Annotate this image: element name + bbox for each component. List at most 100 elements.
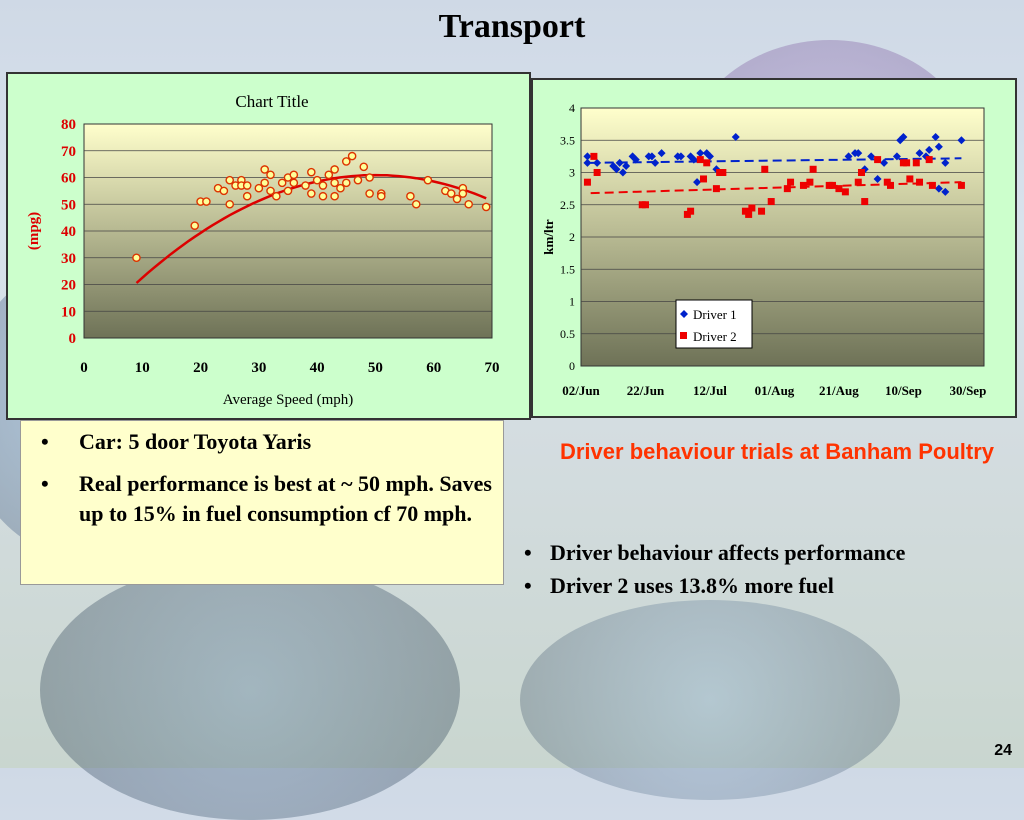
data-point-driver-1 xyxy=(915,149,924,158)
data-point-driver-2 xyxy=(641,201,649,209)
data-point-driver-1 xyxy=(844,152,853,161)
data-point-driver-1 xyxy=(651,158,660,167)
data-point xyxy=(481,202,491,212)
driver-chart-panel: 0 0.5 1 1.5 2 2.5 3 3.5 4 02/Jun 22/Jun 12/Jul 01/A… xyxy=(531,78,1017,418)
slide-title: Transport xyxy=(438,8,586,45)
legend-label-driver-1: Driver 1 xyxy=(693,307,737,322)
data-point xyxy=(202,197,211,206)
data-point-driver-1 xyxy=(689,155,698,164)
data-point xyxy=(464,199,473,209)
data-point-driver-2 xyxy=(912,159,920,167)
data-point-driver-2 xyxy=(787,178,795,186)
page-number: 24 xyxy=(994,742,1012,759)
data-point-driver-2 xyxy=(696,156,704,164)
data-point xyxy=(242,181,252,190)
data-point-driver-1 xyxy=(622,162,631,171)
data-point-driver-2 xyxy=(828,181,836,189)
data-point xyxy=(289,178,299,188)
data-point-driver-1 xyxy=(593,158,602,167)
data-point xyxy=(347,151,357,161)
data-point xyxy=(132,253,141,263)
data-point xyxy=(359,162,369,172)
data-point-driver-1 xyxy=(615,158,624,167)
data-point xyxy=(365,173,374,182)
data-point-driver-1 xyxy=(899,133,908,142)
data-point-driver-2 xyxy=(841,188,849,196)
data-point-driver-2 xyxy=(857,169,865,176)
data-point-driver-1 xyxy=(867,152,876,161)
y-tick-label: 1.5 xyxy=(560,262,575,276)
legend-marker-driver-2 xyxy=(680,332,687,339)
y-tick-label: 70 xyxy=(61,144,76,160)
data-point-driver-1 xyxy=(696,149,705,158)
data-point-driver-2 xyxy=(906,175,914,183)
data-point xyxy=(266,170,275,180)
data-point-driver-2 xyxy=(761,165,769,173)
data-point xyxy=(277,178,287,188)
data-point-driver-2 xyxy=(783,185,791,193)
driver-trials-heading: Driver behaviour trials at Banham Poultr… xyxy=(559,439,995,464)
data-point xyxy=(341,157,351,166)
data-point xyxy=(458,189,468,198)
data-point-driver-2 xyxy=(758,207,766,215)
data-point-driver-2 xyxy=(806,178,814,186)
x-tick-label: 50 xyxy=(368,360,383,376)
data-point xyxy=(219,186,229,196)
data-point-driver-2 xyxy=(957,181,965,189)
x-tick-label: 21/Aug xyxy=(819,383,859,398)
data-point xyxy=(301,181,310,190)
data-point-driver-1 xyxy=(693,178,702,187)
x-tick-label: 0 xyxy=(80,360,88,376)
data-point-driver-1 xyxy=(731,133,740,142)
y-tick-label: 3.5 xyxy=(560,133,575,147)
data-point xyxy=(318,191,328,201)
data-point-driver-1 xyxy=(925,145,934,154)
data-point xyxy=(330,191,339,201)
data-point xyxy=(254,183,264,193)
x-tick-label: 01/Aug xyxy=(755,383,795,398)
y-tick-label: 2.5 xyxy=(560,198,575,212)
data-point-driver-1 xyxy=(583,152,592,161)
data-point xyxy=(289,170,299,180)
data-point xyxy=(260,178,269,188)
data-point-driver-1 xyxy=(647,152,656,161)
data-point-driver-2 xyxy=(745,210,753,218)
data-point xyxy=(260,165,269,174)
data-point xyxy=(330,178,339,188)
data-point-driver-2 xyxy=(854,178,862,186)
data-point xyxy=(336,183,345,193)
data-point xyxy=(242,191,252,201)
data-point xyxy=(446,189,456,198)
y-axis-label: (mpg) xyxy=(26,212,42,250)
data-point-driver-2 xyxy=(903,159,911,167)
data-point xyxy=(411,199,421,209)
data-point-driver-2 xyxy=(712,185,720,193)
trend-line-driver-2 xyxy=(590,181,962,195)
y-tick-label: 4 xyxy=(569,101,575,115)
data-point-driver-1 xyxy=(896,136,905,145)
data-point-driver-2 xyxy=(861,198,869,206)
data-point-driver-1 xyxy=(583,158,592,167)
x-tick-label: 22/Jun xyxy=(627,383,665,398)
legend: Driver 1 Driver 2 xyxy=(675,299,753,349)
data-point-driver-1 xyxy=(934,184,943,193)
data-point xyxy=(307,167,316,177)
data-point-driver-1 xyxy=(892,152,901,161)
data-point-driver-2 xyxy=(593,169,601,176)
x-tick-label: 10 xyxy=(135,360,150,376)
y-axis-label: km/ltr xyxy=(541,219,556,255)
bullet-real-performance: Real performance is best at ~ 50 mph. Sa… xyxy=(31,469,493,529)
data-point-driver-1 xyxy=(934,142,943,151)
data-point xyxy=(225,175,235,185)
x-axis-label: Average Speed (mph) xyxy=(223,392,354,408)
data-point-driver-2 xyxy=(928,181,936,189)
y-tick-label: 80 xyxy=(61,117,76,133)
x-tick-label: 60 xyxy=(426,360,441,376)
data-point-driver-2 xyxy=(748,204,756,212)
data-point-driver-2 xyxy=(719,169,727,176)
y-tick-label: 3 xyxy=(569,166,575,180)
driver-findings: Driver behaviour affects performance Dri… xyxy=(520,536,1020,602)
data-point xyxy=(423,175,433,185)
data-point xyxy=(190,221,200,230)
data-point-driver-1 xyxy=(873,174,882,183)
